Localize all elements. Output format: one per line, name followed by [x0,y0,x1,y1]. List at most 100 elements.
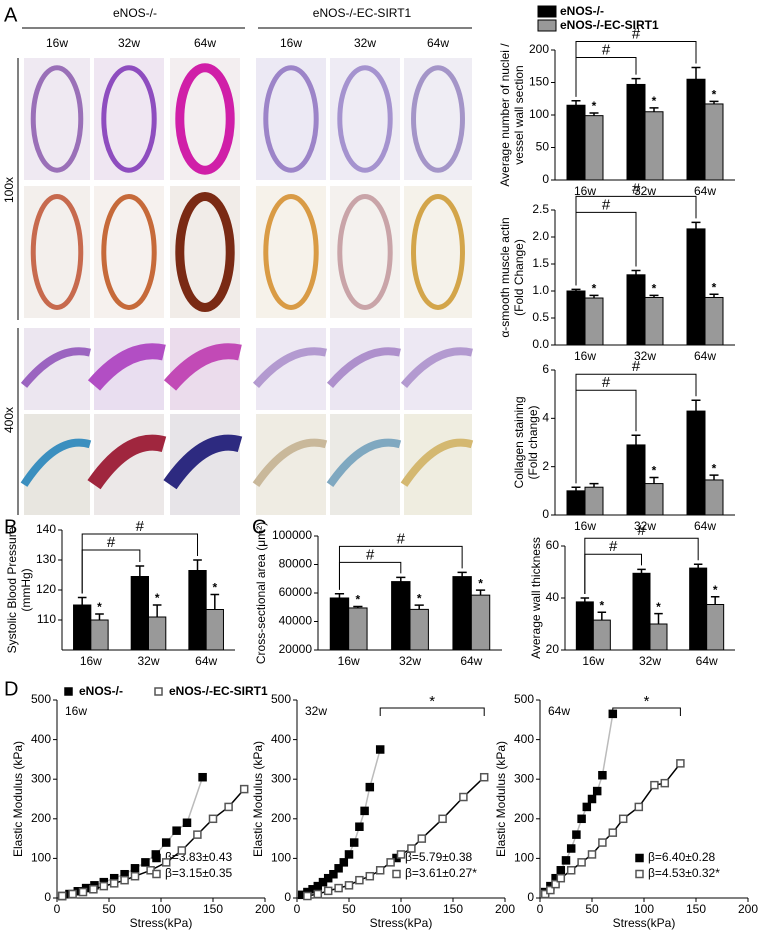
data-point [551,879,560,889]
error-bar [152,604,162,617]
data-point [313,889,323,899]
significance-marker: * [713,583,718,597]
x-tick-label: 16w [574,349,596,363]
y-tick-label: 120 [36,582,56,596]
legend-label: eNOS-/- [560,4,604,18]
y-tick-label: 300 [271,771,291,785]
y-tick-label: 200 [529,42,549,56]
bar [470,594,491,651]
vessel-wall [263,65,319,173]
group-label: eNOS-/- [113,6,157,20]
error-bar [709,293,719,298]
bar [148,616,167,651]
y-tick-label: 0 [542,172,549,186]
x-tick-label: 32w [634,349,656,363]
y-tick-label: 200 [271,811,291,825]
significance-marker: * [155,591,160,605]
data-point [355,822,364,831]
bar [626,274,646,346]
data-point [561,856,571,865]
data-point [182,818,192,828]
panel-label: C [252,516,266,538]
panel-label: D [4,678,18,700]
bar [329,597,350,651]
y-tick-label: 130 [36,552,56,566]
bar [90,619,109,651]
error-bar [457,571,467,577]
significance-marker: * [97,600,102,614]
data-point [634,802,644,812]
x-tick-label: 50 [342,902,356,916]
bracket-label: # [397,530,406,547]
data-point [323,886,333,896]
data-point [193,830,202,839]
x-tick-label: 50 [585,902,599,916]
error-bar [77,596,87,605]
plot-title: 32w [305,704,327,718]
error-bar [637,568,646,574]
label-marker [635,853,644,863]
bracket-label: # [632,358,641,375]
bracket-label: # [107,534,116,551]
y-tick-label: 0 [542,507,549,521]
y-tick-label: 500 [31,692,51,706]
error-bar [353,605,363,608]
error-bar [691,221,701,229]
y-tick-label: 50 [536,140,550,154]
data-point [660,778,670,788]
error-bar [95,613,104,620]
bar [188,570,207,651]
vessel-wall [101,194,157,310]
y-axis-label: (Fold change) [526,405,540,479]
x-tick-label: 200 [255,902,275,916]
data-point [676,759,685,768]
y-tick-label: 40000 [279,614,313,628]
vessel-wall [87,434,167,490]
bar [689,567,708,651]
bracket [575,373,697,484]
vessel-wall [263,194,319,310]
histology-image [330,414,400,515]
data-point [339,858,349,867]
y-tick-label: 0.5 [532,310,549,324]
y-tick-label: 500 [514,692,534,706]
histology-image [404,414,472,515]
significance-marker: * [599,598,604,612]
vessel-wall [326,438,402,487]
x-tick-label: 100 [391,902,411,916]
vessel-wall [411,65,465,173]
x-tick-label: 32w [399,654,421,668]
y-tick-label: 200 [31,811,51,825]
y-tick-label: 300 [514,771,534,785]
vessel-wall [400,347,473,388]
bar [205,609,224,651]
data-point [57,891,67,901]
significance-marker: * [652,281,657,295]
vessel-wall [411,194,465,310]
data-point [334,864,343,873]
data-point [598,770,607,780]
panel-label: B [4,516,17,538]
data-point [587,850,597,859]
vessel-wall [30,194,84,310]
significance-marker: * [652,94,657,108]
error-bar [710,595,720,605]
y-tick-label: 80000 [279,557,313,571]
timepoint-label: 16w [46,36,68,50]
x-tick-label: 16w [80,654,102,668]
bar [644,111,664,181]
y-axis-label: vessel wall section [512,65,526,164]
y-tick-label: 100 [529,107,549,121]
bar [686,410,706,516]
bar [566,104,586,181]
error-bar [334,592,345,598]
y-tick-label: 0.0 [532,337,549,351]
data-point [172,826,181,835]
x-tick-label: 32w [639,654,661,668]
data-point [556,866,566,875]
vessel-wall [30,65,84,173]
significance-marker: * [712,461,717,475]
y-tick-label: 140 [36,522,56,536]
data-point [68,889,77,899]
